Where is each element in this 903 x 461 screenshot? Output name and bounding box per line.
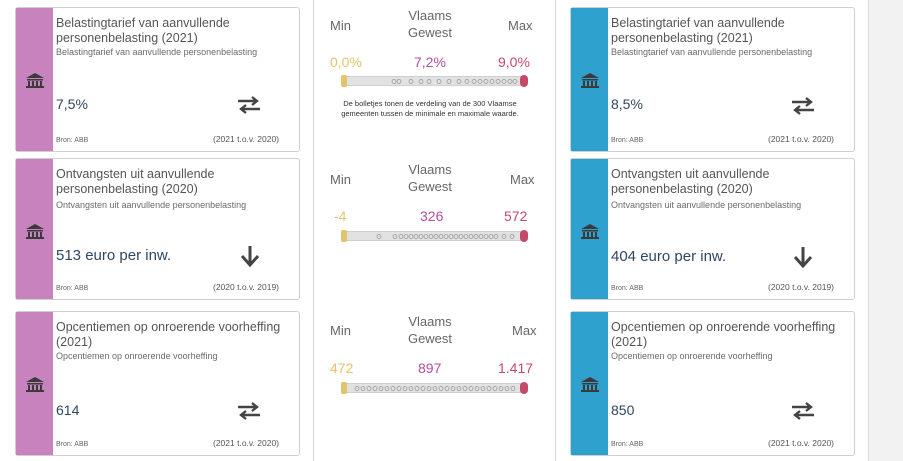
region-label-line2: Gewest <box>407 331 453 346</box>
municipality-building-icon <box>581 73 599 88</box>
card-period: (2021 t.o.v. 2020) <box>213 134 279 144</box>
region-label-line1: Vlaams <box>408 8 452 23</box>
region-label-line2: Gewest <box>407 179 453 194</box>
card-stripe <box>571 8 608 151</box>
max-label: Max <box>512 323 537 338</box>
max-value: 1.417 <box>498 360 534 376</box>
comparison-block: Min Vlaams Gewest Max 0,0% 7,2% 9,0% De … <box>330 0 533 150</box>
card-period: (2021 t.o.v. 2020) <box>213 438 279 448</box>
card-stripe <box>16 159 53 299</box>
card-source: Bron: ABB <box>56 285 89 292</box>
slider-max-marker <box>520 75 528 87</box>
region-value: 7,2% <box>414 54 446 70</box>
card-subtitle: Belastingtarief van aanvullende personen… <box>56 47 258 57</box>
card-period: (2021 t.o.v. 2020) <box>768 438 834 448</box>
min-label: Min <box>330 18 351 33</box>
card-source: Bron: ABB <box>611 137 644 144</box>
municipality-dots <box>376 234 515 239</box>
distribution-note-line1: De bolletjes tonen de verdeling van de 3… <box>343 99 517 108</box>
card-value: 404 euro per inw. <box>611 248 727 265</box>
equal-arrows-icon <box>238 402 260 420</box>
min-label: Min <box>330 172 351 187</box>
municipality-building-icon <box>581 377 599 392</box>
distribution-slider <box>341 382 528 394</box>
min-value: 472 <box>330 360 354 376</box>
indicator-card[interactable]: Belastingtarief van aanvullende personen… <box>570 7 855 152</box>
card-value: 614 <box>56 402 80 418</box>
max-label: Max <box>510 172 535 187</box>
region-label-line2: Gewest <box>407 25 453 40</box>
indicator-card[interactable]: Belastingtarief van aanvullende personen… <box>15 7 300 152</box>
card-source: Bron: ABB <box>56 137 89 144</box>
municipality-building-icon <box>26 73 44 88</box>
card-subtitle: Ontvangsten uit aanvullende personenbela… <box>56 200 247 210</box>
max-label: Max <box>508 18 533 33</box>
arrow-down-icon <box>793 247 813 269</box>
card-period: (2020 t.o.v. 2019) <box>213 282 279 292</box>
card-period: (2020 t.o.v. 2019) <box>768 282 834 292</box>
card-period: (2021 t.o.v. 2020) <box>768 134 834 144</box>
arrow-down-icon <box>240 246 260 268</box>
distribution-slider <box>341 75 528 87</box>
indicator-card[interactable]: Ontvangsten uit aanvullende personenbela… <box>570 158 855 300</box>
slider-min-marker <box>341 75 347 87</box>
card-title: Opcentiemen op onroerende voorheffing (2… <box>56 320 281 349</box>
min-value: -4 <box>334 208 347 224</box>
card-stripe <box>16 8 53 151</box>
card-stripe <box>571 159 608 299</box>
card-stripe <box>16 312 53 455</box>
card-value: 7,5% <box>56 96 88 112</box>
card-subtitle: Belastingtarief van aanvullende personen… <box>611 47 813 57</box>
column-divider <box>555 0 556 461</box>
region-label-line1: Vlaams <box>408 314 452 329</box>
indicator-card[interactable]: Opcentiemen op onroerende voorheffing (2… <box>570 311 855 456</box>
slider-min-marker <box>341 230 347 242</box>
max-value: 572 <box>504 208 528 224</box>
municipality-building-icon <box>26 377 44 392</box>
card-source: Bron: ABB <box>56 441 89 448</box>
max-value: 9,0% <box>498 54 530 70</box>
card-source: Bron: ABB <box>611 285 644 292</box>
scrollbar-track[interactable] <box>868 0 903 461</box>
card-subtitle: Ontvangsten uit aanvullende personenbela… <box>611 200 802 210</box>
min-value: 0,0% <box>330 54 362 70</box>
card-source: Bron: ABB <box>611 441 644 448</box>
comparison-block: Min Vlaams Gewest Max -4 326 572 <box>330 158 535 303</box>
card-value: 850 <box>611 402 635 418</box>
municipality-dots <box>354 386 516 391</box>
distribution-slider <box>341 230 528 242</box>
equal-arrows-icon <box>792 97 814 115</box>
card-value: 513 euro per inw. <box>56 247 172 264</box>
equal-arrows-icon <box>238 96 260 114</box>
card-subtitle: Opcentiemen op onroerende voorheffing <box>611 351 773 361</box>
min-label: Min <box>330 323 351 338</box>
municipality-building-icon <box>581 224 599 239</box>
card-title: Ontvangsten uit aanvullende personenbela… <box>56 167 215 196</box>
slider-max-marker <box>520 382 528 394</box>
card-value: 8,5% <box>611 96 643 112</box>
indicator-card[interactable]: Ontvangsten uit aanvullende personenbela… <box>15 158 300 300</box>
municipality-dots <box>391 79 518 84</box>
slider-max-marker <box>520 230 528 242</box>
municipality-building-icon <box>26 224 44 239</box>
region-label-line1: Vlaams <box>408 162 452 177</box>
region-value: 897 <box>418 360 442 376</box>
equal-arrows-icon <box>792 402 814 420</box>
slider-min-marker <box>341 382 347 394</box>
card-subtitle: Opcentiemen op onroerende voorheffing <box>56 351 218 361</box>
card-title: Ontvangsten uit aanvullende personenbela… <box>611 167 770 196</box>
comparison-block: Min Vlaams Gewest Max 472 897 1.417 <box>330 311 537 456</box>
card-title: Opcentiemen op onroerende voorheffing (2… <box>611 320 836 349</box>
card-title: Belastingtarief van aanvullende personen… <box>56 16 230 45</box>
distribution-note-line2: gemeenten tussen de minimale en maximale… <box>341 109 519 118</box>
column-divider <box>313 0 314 461</box>
card-stripe <box>571 312 608 455</box>
region-value: 326 <box>420 208 444 224</box>
card-title: Belastingtarief van aanvullende personen… <box>611 16 785 45</box>
indicator-card[interactable]: Opcentiemen op onroerende voorheffing (2… <box>15 311 300 456</box>
